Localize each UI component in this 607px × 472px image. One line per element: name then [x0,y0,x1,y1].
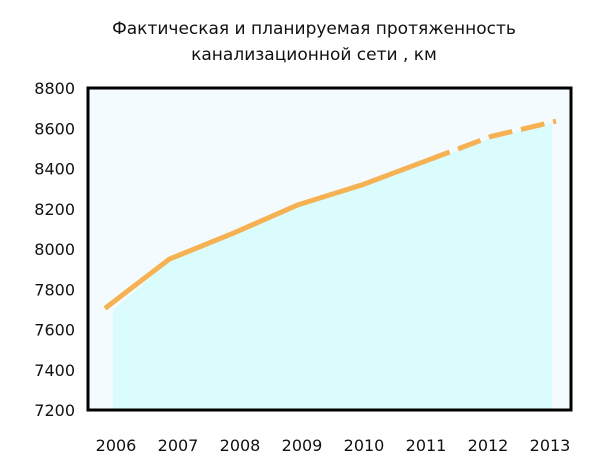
chart-title-line-1: Фактическая и планируемая протяженность [112,19,516,39]
y-tick-label: 8200 [34,200,75,219]
series-line-layer [103,118,557,311]
y-tick-label: 8400 [34,160,75,179]
x-axis-ticks: 2006 2007 2008 2009 2010 2011 2012 2013 [96,436,571,455]
plot-frame [86,86,573,412]
y-tick-label: 7600 [34,321,75,340]
area-fill-layer [113,123,552,411]
y-tick-label: 8000 [34,240,75,259]
y-tick-label: 8600 [34,119,75,138]
x-tick-label: 2008 [220,436,261,455]
y-tick-label: 8800 [34,79,75,98]
y-tick-label: 7400 [34,361,75,380]
x-tick-label: 2010 [344,436,385,455]
x-tick-label: 2009 [282,436,323,455]
x-tick-label: 2007 [158,436,199,455]
x-tick-label: 2006 [96,436,137,455]
series-line-actual [103,158,429,311]
x-tick-label: 2013 [530,436,571,455]
chart-title-line-2: канализационной сети , км [191,45,437,65]
y-axis-ticks: 7200 7400 7600 7800 8000 8200 8400 8600 8800 [34,79,75,420]
y-tick-label: 7200 [34,401,75,420]
area-fill [113,123,552,411]
y-tick-label: 7800 [34,280,75,299]
x-tick-label: 2012 [468,436,509,455]
x-tick-label: 2011 [406,436,447,455]
series-line-projection [426,118,557,163]
